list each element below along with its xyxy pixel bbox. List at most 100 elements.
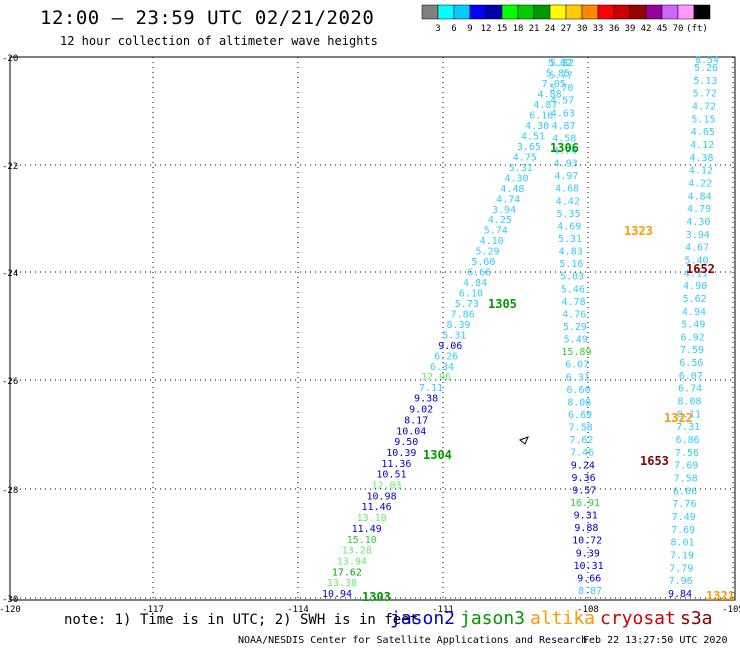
track-1323-value: 6.86 <box>676 435 700 446</box>
track-1304-value: 9.38 <box>414 394 438 405</box>
track-1305-value: 7.05 <box>542 79 566 90</box>
track-1323-value: 7.79 <box>669 563 693 574</box>
track-1306-value: 4.63 <box>551 108 575 119</box>
track-1306-value: 4.87 <box>552 121 576 132</box>
track-1323-value: 6.56 <box>679 358 703 369</box>
track-1305-value: 4.51 <box>521 131 545 142</box>
track-1306-value: 7.58 <box>569 423 593 434</box>
track-1323-value: 7.58 <box>674 474 698 485</box>
track-1306-value: 8.87 <box>578 586 602 597</box>
track-1305-value: 6.66 <box>467 268 491 279</box>
track-1305-value: 4.30 <box>504 173 528 184</box>
track-1305-value: 7.86 <box>451 310 475 321</box>
track-1323-value: 9.84 <box>668 589 692 600</box>
track-1323-value: 8.11 <box>677 409 701 420</box>
track-1304-value: 10.51 <box>376 470 406 481</box>
track-1304-value: 13.38 <box>327 578 357 589</box>
colorbar-tick-label: 30 <box>577 24 588 34</box>
track-1306-value: 9.88 <box>574 523 598 534</box>
track-1305-value: 5.31 <box>509 163 533 174</box>
track-1305-value: 4.30 <box>525 121 549 132</box>
track-1323-value: 5.62 <box>683 294 707 305</box>
track-id-1321: 1321 <box>706 589 735 603</box>
track-1305-value: 4.88 <box>538 89 562 100</box>
track-1306-value: 4.68 <box>555 184 579 195</box>
track-1323-value: 5.72 <box>693 89 717 100</box>
track-1323-value: 4.22 <box>688 178 712 189</box>
track-1305-value: 4.48 <box>500 184 524 195</box>
track-1323-value: 5.40 <box>684 255 708 266</box>
track-1306-value: 5.49 <box>564 335 588 346</box>
generation-timestamp: Feb 22 13:27:50 UTC 2020 <box>583 635 728 646</box>
track-1304-value: 10.04 <box>396 426 426 437</box>
track-1306-value: 7.62 <box>569 435 593 446</box>
legend-jason2: jason2 <box>390 608 456 629</box>
track-1323-value: 4.30 <box>686 217 710 228</box>
track-1304-value: 10.39 <box>386 448 416 459</box>
track-1306-value: 5.03 <box>560 272 584 283</box>
track-1323-value: 4.72 <box>692 101 716 112</box>
lat-label: -28 <box>2 486 18 496</box>
credit-text: NOAA/NESDIS Center for Satellite Applica… <box>238 635 588 646</box>
track-id-1305: 1305 <box>488 297 517 311</box>
track-1306-value: 5.02 <box>548 58 572 69</box>
track-1306-value: 5.16 <box>559 259 583 270</box>
track-1323-value: 4.11 <box>684 268 708 279</box>
track-1323-value: 4.65 <box>691 127 715 138</box>
track-1323-value: 7.56 <box>675 448 699 459</box>
track-1304-value: 9.50 <box>394 437 418 448</box>
colorbar-tick-label: 12 <box>481 24 492 34</box>
track-1323-value: 4.38 <box>690 153 714 164</box>
track-1306-value: 4.57 <box>550 96 574 107</box>
track-1323-value: 5.49 <box>681 320 705 331</box>
track-1323-value: 6.66 <box>673 486 697 497</box>
track-1323-value: 3.94 <box>686 230 710 241</box>
colorbar-tick-label: 33 <box>593 24 604 34</box>
track-1306-value: 4.69 <box>557 221 581 232</box>
track-1323-value: 7.31 <box>676 422 700 433</box>
track-1304-value: 13.18 <box>357 513 387 524</box>
track-1305-value: 4.25 <box>488 215 512 226</box>
track-1306-value: 10.31 <box>574 561 604 572</box>
legend-s3a: s3a <box>680 608 713 629</box>
track-1306-value: 4.58 <box>552 133 576 144</box>
track-1304-value: 11.46 <box>362 502 392 513</box>
track-1323-value: 4.12 <box>689 166 713 177</box>
legend-jason3: jason3 <box>460 608 526 629</box>
colorbar-tick-label: 42 <box>641 24 652 34</box>
colorbar-swatch <box>693 4 711 20</box>
track-1306-value: 4.83 <box>559 247 583 258</box>
track-1306-value: 9.39 <box>576 548 600 559</box>
track-1306-value: 4.93 <box>554 159 578 170</box>
track-1306-value: 8.08 <box>567 397 591 408</box>
track-1305-value: 4.87 <box>533 100 557 111</box>
track-id-1322: 1322 <box>664 411 693 425</box>
lat-label: -24 <box>2 269 18 279</box>
track-1306-value: 6.69 <box>568 410 592 421</box>
track-1305-value: 4.84 <box>463 278 487 289</box>
track-1305-value: 3.65 <box>517 142 541 153</box>
colorbar-tick-label: 21 <box>529 24 540 34</box>
lon-label: -111 <box>432 605 454 615</box>
track-1304-value: 17.62 <box>332 567 362 578</box>
track-1306-value: 5.46 <box>561 284 585 295</box>
track-1306-value: 5.70 <box>549 83 573 94</box>
track-1323-value: 4.90 <box>683 281 707 292</box>
track-1323-value: 7.49 <box>672 512 696 523</box>
track-1304-value: 7.11 <box>419 383 443 394</box>
track-1323-value: 5.15 <box>691 114 715 125</box>
track-id-1303: 1303 <box>362 590 391 604</box>
track-1306-value: 6.31 <box>566 372 590 383</box>
track-1305-value: 6.26 <box>434 352 458 363</box>
track-1306-value: 4.74 <box>553 146 577 157</box>
lon-label: -105 <box>722 605 740 615</box>
track-1305-value: 5.85 <box>546 68 570 79</box>
track-1306-value: 7.46 <box>570 448 594 459</box>
colorbar-tick-label: 39 <box>625 24 636 34</box>
track-id-1652: 1652 <box>686 262 715 276</box>
track-1305-value: 5.82 <box>550 58 574 69</box>
colorbar-tick-label: 18 <box>513 24 524 34</box>
track-1323-value: 6.92 <box>681 332 705 343</box>
colorbar-tick-label: 6 <box>451 24 456 34</box>
